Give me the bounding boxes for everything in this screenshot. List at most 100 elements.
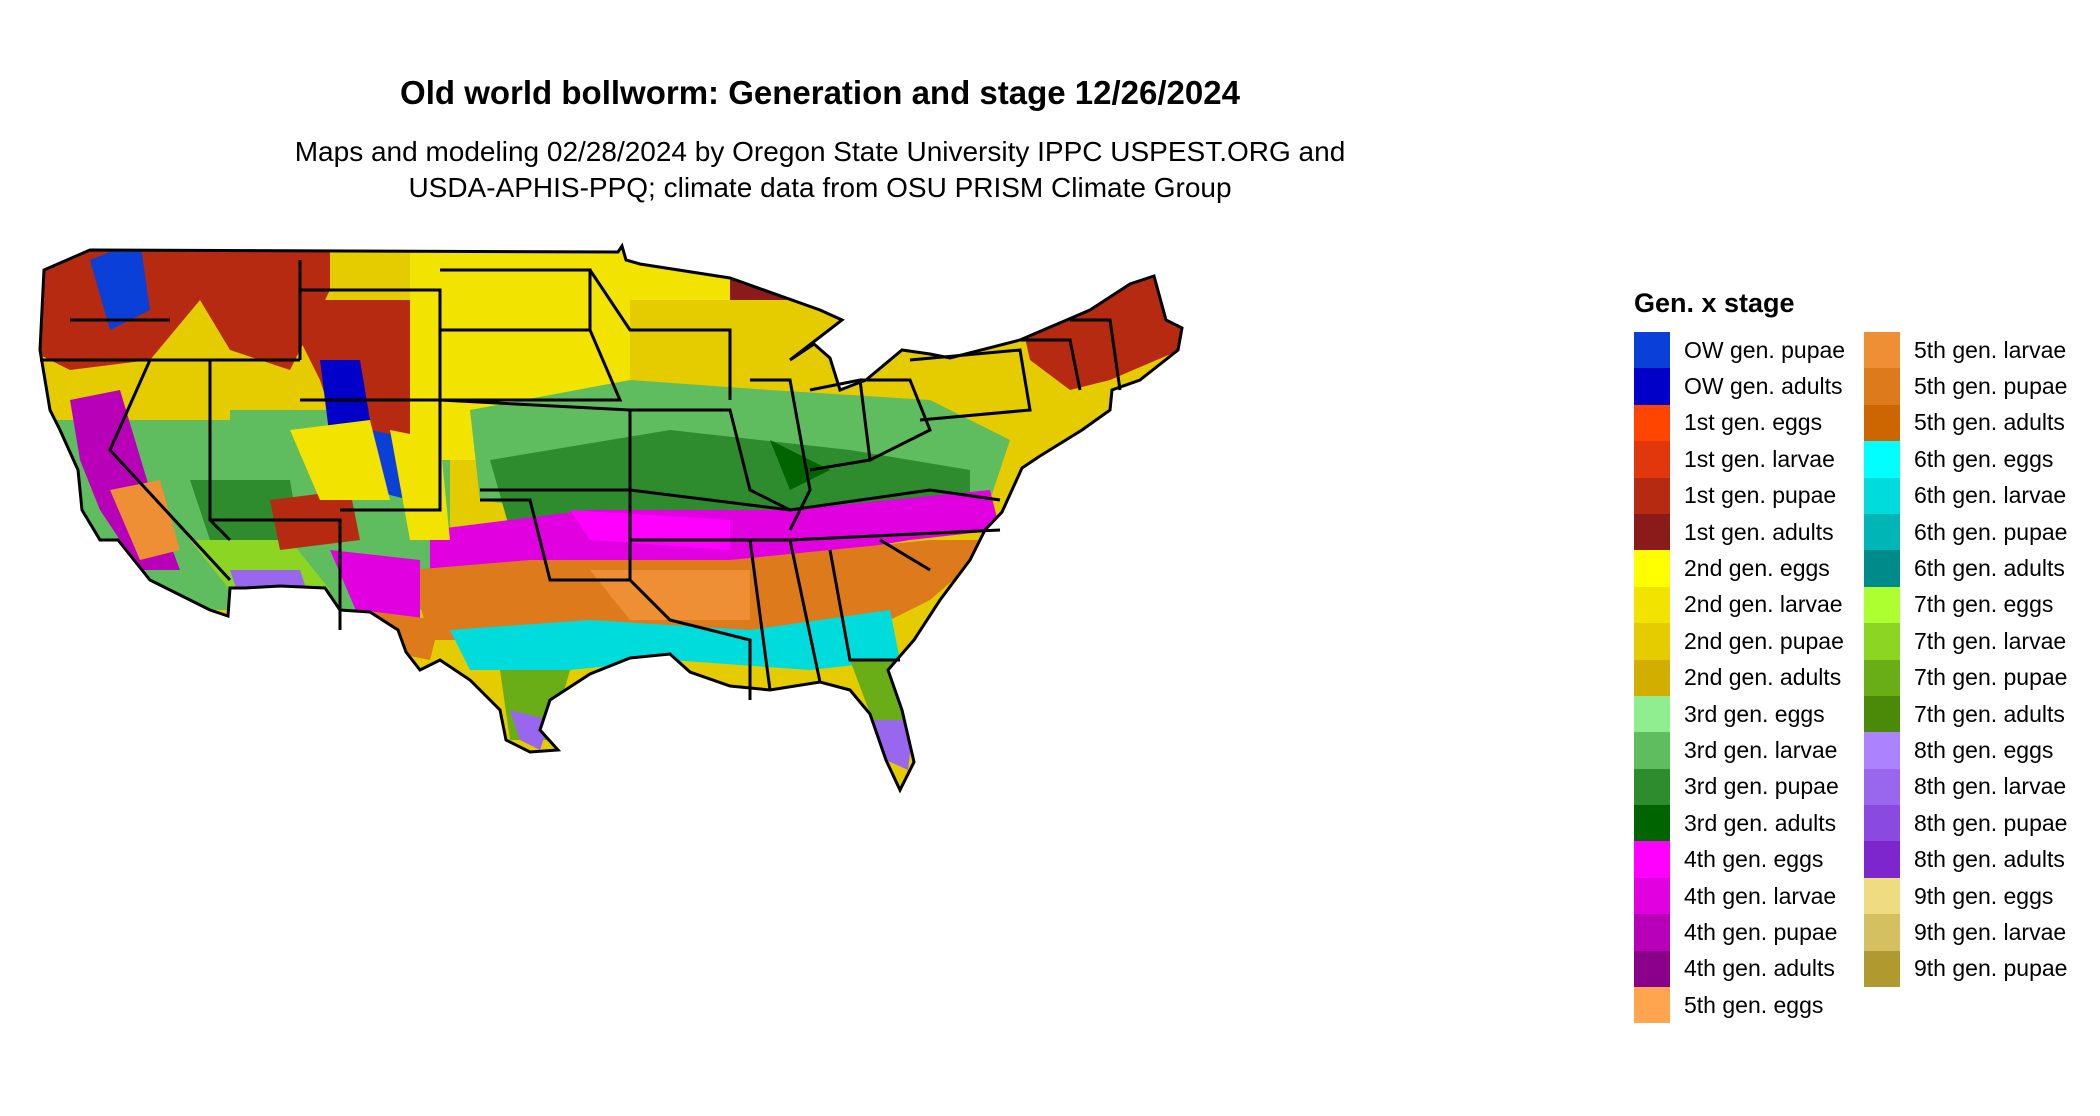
legend-label: 1st gen. adults — [1684, 518, 1834, 545]
legend-swatch — [1864, 950, 1900, 988]
legend-swatch — [1864, 695, 1900, 733]
legend-label: OW gen. adults — [1684, 373, 1843, 400]
legend-item: 3rd gen. pupae — [1634, 768, 1845, 806]
legend-label: 6th gen. larvae — [1914, 482, 2067, 509]
legend-swatch — [1864, 732, 1900, 769]
legend-swatch — [1864, 513, 1900, 551]
legend-label: 3rd gen. pupae — [1684, 773, 1839, 800]
legend-column-2: 5th gen. larvae 5th gen. pupae 5th gen. ad… — [1864, 332, 2068, 988]
legend-item: 6th gen. eggs — [1864, 441, 2067, 478]
legend-item: 4th gen. larvae — [1634, 877, 1845, 915]
legend-swatch — [1634, 550, 1670, 587]
legend-swatch — [1634, 404, 1670, 442]
legend-swatch — [1634, 368, 1670, 405]
legend-swatch — [1634, 695, 1670, 733]
legend-item: 5th gen. adults — [1864, 404, 2067, 442]
legend-label: 5th gen. adults — [1914, 409, 2065, 436]
legend-item: 8th gen. adults — [1864, 841, 2067, 878]
legend-title: Gen. x stage — [1634, 288, 1795, 318]
legend-item: 6th gen. adults — [1864, 550, 2067, 587]
legend-swatch — [1634, 950, 1670, 988]
us-generation-stage-map — [38, 242, 1184, 794]
legend-label: 3rd gen. larvae — [1684, 736, 1838, 763]
legend-label: 2nd gen. eggs — [1684, 555, 1830, 582]
legend-swatch — [1634, 586, 1670, 624]
legend-swatch — [1634, 914, 1670, 951]
legend-label: 5th gen. eggs — [1684, 991, 1824, 1018]
legend-item: 7th gen. larvae — [1864, 623, 2067, 660]
legend-item: 4th gen. eggs — [1634, 841, 1845, 878]
stage-color-zones — [40, 246, 1182, 790]
legend-swatch — [1634, 623, 1670, 660]
legend-label: 4th gen. larvae — [1684, 882, 1837, 909]
legend-swatch — [1864, 659, 1900, 696]
legend-item: 8th gen. larvae — [1864, 768, 2067, 806]
legend-swatch — [1634, 477, 1670, 514]
legend-item: 5th gen. eggs — [1634, 987, 1845, 1024]
legend-swatch — [1634, 987, 1670, 1024]
legend-swatch — [1634, 732, 1670, 769]
legend-item: 7th gen. eggs — [1864, 586, 2067, 624]
legend-item: 5th gen. larvae — [1864, 332, 2067, 369]
legend-item: 2nd gen. larvae — [1634, 586, 1845, 624]
legend-swatch — [1864, 841, 1900, 878]
legend-label: 6th gen. eggs — [1914, 445, 2054, 472]
map-subtitle-line-1: Maps and modeling 02/28/2024 by Oregon S… — [294, 136, 1346, 167]
state-boundaries — [38, 242, 1184, 794]
map-subtitle-line-2: USDA-APHIS-PPQ; climate data from OSU PR… — [408, 172, 1232, 203]
legend-swatch — [1634, 659, 1670, 696]
legend-label: 8th gen. pupae — [1914, 809, 2068, 836]
legend-swatch — [1864, 586, 1900, 624]
legend-swatch — [1864, 623, 1900, 660]
legend-label: 1st gen. eggs — [1684, 409, 1823, 436]
legend-label: 3rd gen. adults — [1684, 809, 1837, 836]
map-title: Old world bollworm: Generation and stage… — [400, 74, 1240, 111]
legend-label: 5th gen. pupae — [1914, 373, 2068, 400]
legend-item: 1st gen. adults — [1634, 513, 1845, 551]
legend-swatch — [1634, 841, 1670, 878]
legend-item: 9th gen. larvae — [1864, 914, 2067, 951]
legend-label: 9th gen. pupae — [1914, 955, 2068, 982]
legend-label: 8th gen. adults — [1914, 846, 2065, 873]
legend-item: 7th gen. adults — [1864, 695, 2067, 733]
legend-swatch — [1634, 441, 1670, 478]
legend-swatch — [1634, 332, 1670, 369]
legend-item: OW gen. pupae — [1634, 332, 1846, 369]
legend-swatch — [1634, 768, 1670, 806]
legend-swatch — [1864, 477, 1900, 514]
legend-item: 9th gen. pupae — [1864, 950, 2068, 988]
legend-item: 6th gen. larvae — [1864, 477, 2067, 514]
legend-swatch — [1634, 877, 1670, 915]
legend-item: 1st gen. pupae — [1634, 477, 1845, 514]
legend-label: 4th gen. pupae — [1684, 918, 1838, 945]
legend-item: 7th gen. pupae — [1864, 659, 2067, 696]
legend-swatch — [1864, 332, 1900, 369]
legend-swatch — [1864, 914, 1900, 951]
legend-item: 4th gen. pupae — [1634, 914, 1845, 951]
legend-item: 3rd gen. adults — [1634, 805, 1845, 842]
legend-item: 8th gen. pupae — [1864, 805, 2068, 842]
legend-swatch — [1864, 441, 1900, 478]
legend-swatch — [1864, 768, 1900, 806]
legend-swatch — [1864, 404, 1900, 442]
legend-label: 4th gen. adults — [1684, 955, 1835, 982]
legend-label: OW gen. pupae — [1684, 336, 1846, 363]
legend-swatch — [1864, 550, 1900, 587]
legend-item: 3rd gen. larvae — [1634, 732, 1845, 769]
legend-item: 1st gen. larvae — [1634, 441, 1845, 478]
legend-label: 4th gen. eggs — [1684, 846, 1824, 873]
legend-label: 2nd gen. larvae — [1684, 591, 1843, 618]
legend-swatch — [1864, 368, 1900, 405]
legend-label: 3rd gen. eggs — [1684, 700, 1825, 727]
legend-column-1: OW gen. pupae OW gen. adults 1st gen. eggs… — [1634, 332, 1846, 1024]
legend-item: 2nd gen. adults — [1634, 659, 1845, 696]
legend-label: 1st gen. larvae — [1684, 445, 1835, 472]
legend-item: 1st gen. eggs — [1634, 404, 1845, 442]
legend-label: 8th gen. larvae — [1914, 773, 2067, 800]
legend-label: 7th gen. larvae — [1914, 627, 2067, 654]
legend-label: 2nd gen. pupae — [1684, 627, 1844, 654]
legend-swatch — [1634, 805, 1670, 842]
legend-item: 9th gen. eggs — [1864, 877, 2067, 915]
legend-item: 5th gen. pupae — [1864, 368, 2068, 405]
legend-item: 2nd gen. pupae — [1634, 623, 1845, 660]
